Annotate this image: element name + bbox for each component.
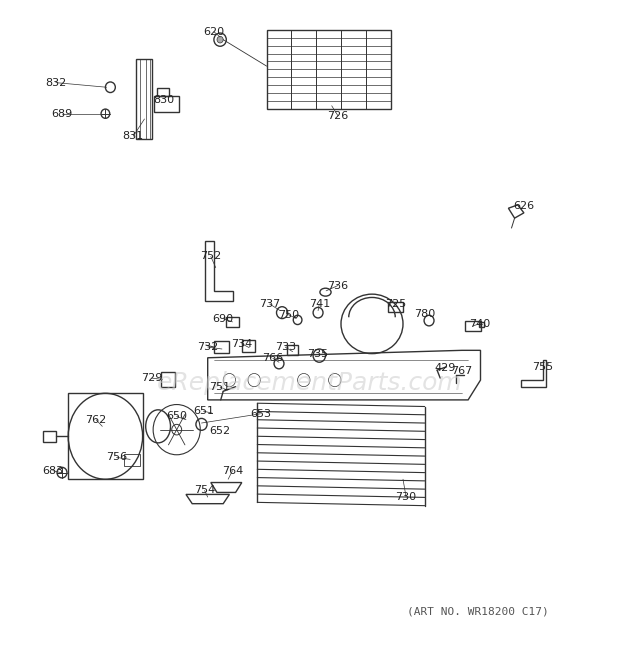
Text: 735: 735 (308, 348, 329, 359)
Text: 751: 751 (210, 382, 231, 393)
Text: 756: 756 (106, 452, 127, 463)
Bar (68, 393, 143, 479)
Text: 690: 690 (213, 313, 234, 324)
Text: 653: 653 (250, 408, 271, 419)
Text: 831: 831 (123, 131, 144, 141)
Text: 740: 740 (469, 319, 490, 329)
Bar (214, 341, 229, 353)
Bar (242, 340, 255, 352)
Text: 732: 732 (197, 342, 218, 352)
Bar (124, 454, 140, 466)
Text: 429: 429 (435, 363, 456, 373)
Bar (157, 88, 169, 96)
Text: 830: 830 (154, 95, 175, 106)
Text: 736: 736 (327, 280, 348, 291)
Text: 750: 750 (278, 309, 299, 320)
Text: 764: 764 (222, 465, 243, 476)
Circle shape (217, 36, 223, 43)
Bar (161, 372, 175, 387)
Text: 767: 767 (451, 366, 472, 377)
Text: eReplacementParts.com: eReplacementParts.com (157, 371, 463, 395)
Text: 780: 780 (414, 309, 435, 319)
Text: 730: 730 (396, 492, 417, 502)
Text: 729: 729 (141, 373, 162, 383)
Text: 626: 626 (513, 201, 534, 212)
Text: 754: 754 (194, 485, 215, 496)
Text: 752: 752 (200, 251, 221, 262)
Text: 683: 683 (42, 465, 63, 476)
Bar (479, 322, 484, 327)
Text: 755: 755 (532, 362, 553, 372)
Bar (465, 321, 480, 330)
Text: 733: 733 (275, 342, 296, 352)
Text: 652: 652 (210, 426, 231, 436)
Bar (388, 302, 403, 312)
Text: 651: 651 (193, 406, 214, 416)
Text: 762: 762 (86, 414, 107, 425)
Text: 650: 650 (166, 411, 187, 422)
Bar (136, 59, 152, 139)
Bar (154, 96, 179, 112)
Bar (43, 431, 56, 442)
Bar (267, 30, 391, 109)
Text: 766: 766 (262, 353, 283, 364)
Bar (226, 317, 239, 327)
Text: 689: 689 (51, 108, 73, 119)
Text: (ART NO. WR18200 C17): (ART NO. WR18200 C17) (407, 606, 548, 617)
Text: 737: 737 (259, 299, 280, 309)
Bar (287, 345, 298, 355)
Text: 726: 726 (327, 110, 348, 121)
Text: 832: 832 (45, 77, 66, 88)
Text: 734: 734 (231, 338, 252, 349)
Text: 741: 741 (309, 299, 330, 309)
Text: 620: 620 (203, 26, 224, 37)
Text: 725: 725 (385, 299, 406, 309)
